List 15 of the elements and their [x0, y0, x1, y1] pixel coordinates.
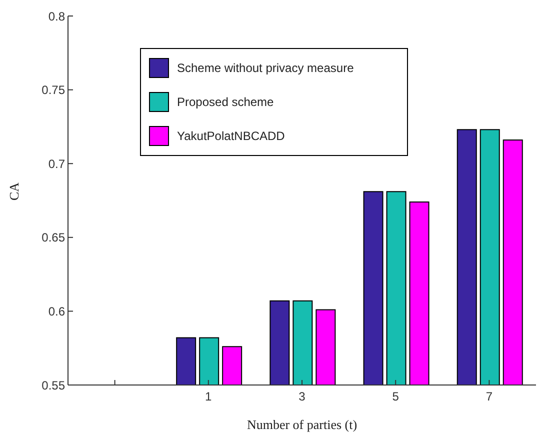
y-tick-label: 0.7: [48, 156, 66, 171]
y-tick-label: 0.65: [42, 230, 66, 245]
y-tick-label: 0.6: [48, 304, 66, 318]
y-tick-label: 0.55: [42, 378, 66, 392]
legend-label: YakutPolatNBCADD: [177, 129, 286, 143]
x-tick-label: 3: [298, 390, 306, 404]
y-tick-label: 0.8: [48, 9, 66, 24]
legend-label: Scheme without privacy measure: [177, 61, 355, 75]
legend-label: Proposed scheme: [177, 95, 275, 109]
x-tick-label: 5: [392, 390, 400, 404]
x-tick-label: 1: [205, 390, 212, 404]
y-axis-title: CA: [6, 182, 22, 200]
x-tick-label: 7: [486, 390, 493, 404]
y-tick-label: 0.75: [42, 83, 66, 98]
x-axis-title: Number of parties (t): [246, 417, 358, 432]
